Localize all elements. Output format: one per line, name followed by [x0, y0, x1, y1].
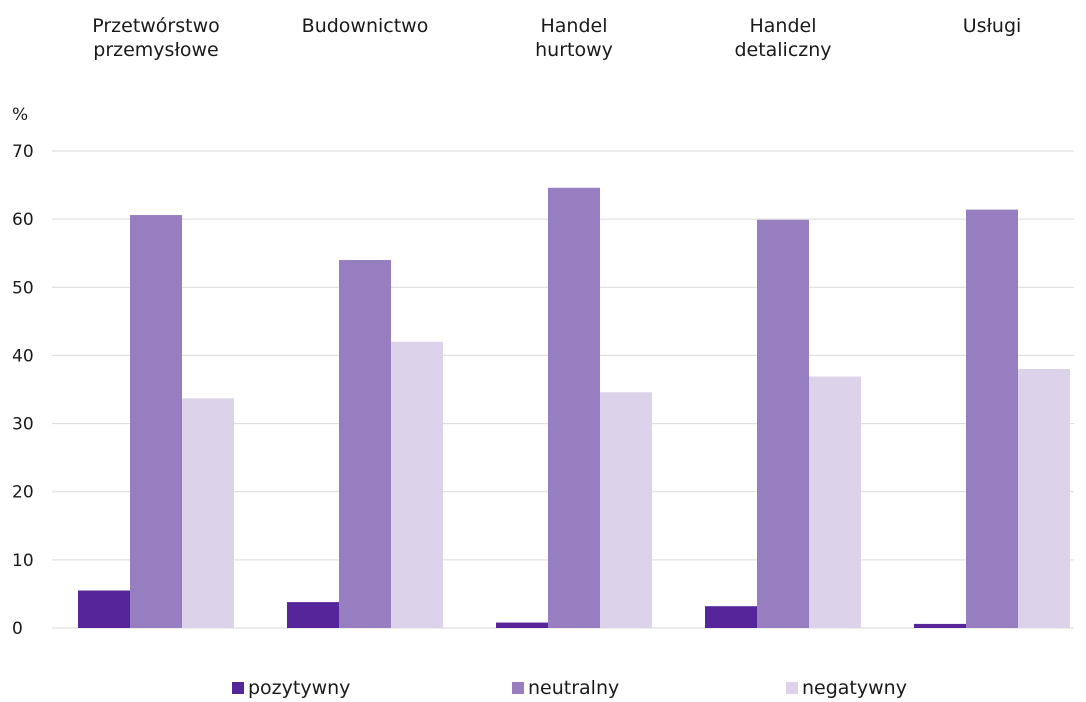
category-label-line: Przetwórstwo — [92, 15, 220, 37]
bar-pozytywny-1 — [287, 602, 339, 628]
bar-neutralny-0 — [130, 215, 182, 628]
legend: pozytywny neutralny negatywny — [232, 677, 907, 699]
bar-neutralny-1 — [339, 260, 391, 628]
category-label-line: hurtowy — [535, 39, 613, 61]
bar-pozytywny-4 — [914, 623, 966, 628]
bar-pozytywny-0 — [78, 590, 130, 628]
legend-item-negatywny: negatywny — [786, 677, 907, 699]
bar-pozytywny-2 — [496, 622, 548, 628]
category-label-4: Usługi — [963, 15, 1022, 37]
bar-neutralny-2 — [548, 187, 600, 628]
y-axis-unit-label: % — [12, 105, 28, 125]
legend-item-pozytywny: pozytywny — [232, 677, 350, 699]
y-tick-label-70: 70 — [12, 142, 34, 162]
bar-negatywny-1 — [391, 341, 443, 628]
bars — [78, 187, 1070, 629]
legend-label: pozytywny — [248, 677, 350, 699]
bar-pozytywny-3 — [705, 606, 757, 628]
category-label-line: Usługi — [963, 15, 1022, 37]
bar-negatywny-2 — [600, 392, 652, 628]
y-tick-label-50: 50 — [12, 278, 34, 298]
legend-item-neutralny: neutralny — [512, 677, 619, 699]
y-tick-label-40: 40 — [12, 346, 34, 366]
bar-neutralny-3 — [757, 219, 809, 628]
legend-swatch — [786, 682, 798, 694]
category-label-1: Budownictwo — [302, 15, 429, 37]
category-label-line: Handel — [540, 15, 607, 37]
category-label-line: detaliczny — [734, 39, 831, 61]
y-tick-label-20: 20 — [12, 483, 34, 503]
y-tick-label-0: 0 — [12, 619, 23, 639]
bar-negatywny-3 — [809, 376, 861, 628]
category-label-line: Handel — [749, 15, 816, 37]
legend-swatch — [232, 682, 244, 694]
bar-neutralny-4 — [966, 209, 1018, 629]
y-axis-ticks: 0 10 20 30 40 50 60 70 — [12, 142, 34, 639]
legend-label: neutralny — [528, 677, 619, 699]
legend-swatch — [512, 682, 524, 694]
y-tick-label-10: 10 — [12, 551, 34, 571]
y-tick-label-60: 60 — [12, 210, 34, 230]
bar-negatywny-4 — [1018, 369, 1070, 628]
category-label-line: przemysłowe — [93, 39, 218, 61]
legend-label: negatywny — [802, 677, 907, 699]
bar-negatywny-0 — [182, 398, 234, 628]
category-label-line: Budownictwo — [302, 15, 429, 37]
y-tick-label-30: 30 — [12, 415, 34, 435]
